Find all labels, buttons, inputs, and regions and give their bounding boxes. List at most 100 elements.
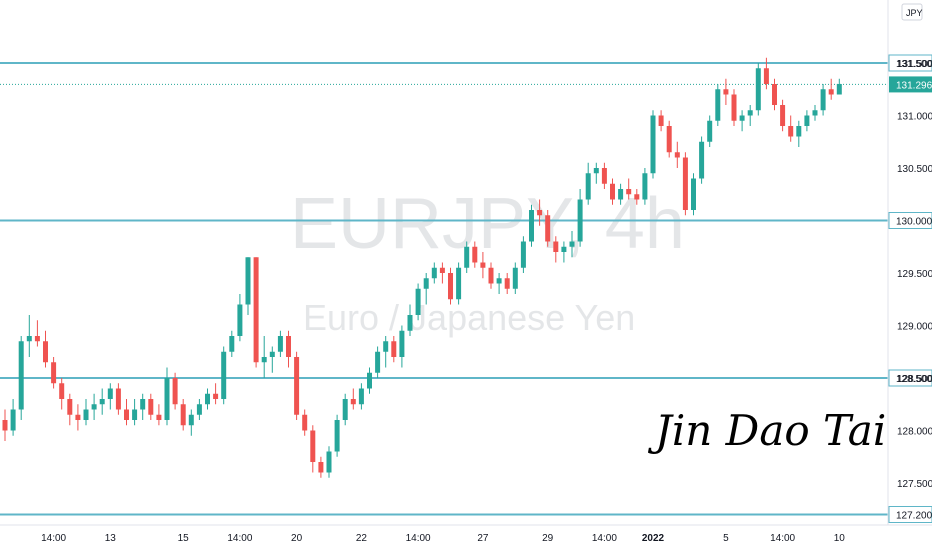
candle-body [59, 383, 65, 399]
candles [2, 57, 842, 478]
watermark-description: Euro / Japanese Yen [303, 297, 635, 338]
level-label-box [888, 54, 932, 72]
y-tick-label: 127.500 [897, 479, 932, 490]
last-price-label: 131.296 [896, 80, 932, 91]
candle-body [456, 267, 462, 300]
candle-body [545, 215, 551, 242]
candle-body [286, 336, 291, 357]
candle-body [148, 399, 154, 415]
candle-body [634, 194, 640, 200]
candle-body [431, 267, 437, 279]
candle-body [488, 267, 494, 284]
candle-body [326, 451, 332, 473]
y-tick-label: 131.000 [897, 112, 932, 123]
horizontal-levels [0, 62, 888, 516]
watermark-symbol: EURJPY, 4h [290, 184, 685, 264]
candle-body [755, 68, 761, 111]
candle-body [674, 152, 680, 158]
currency-badge[interactable]: JPY [901, 3, 923, 21]
candle-body [67, 399, 73, 415]
candle-body [302, 414, 308, 431]
candle-body [747, 110, 753, 116]
candle-body [828, 89, 834, 95]
level-label-box [888, 212, 932, 229]
candle-body [221, 351, 227, 399]
candle-body [83, 409, 89, 420]
candle-body [261, 357, 267, 363]
candle-body [593, 168, 599, 174]
x-tick-label: 22 [356, 533, 368, 544]
price-axis[interactable]: 131.500130.000128.500127.200131.500131.0… [888, 54, 932, 523]
candle-body [812, 110, 818, 116]
candle-body [415, 288, 421, 315]
candle-body [529, 210, 534, 242]
candle-body [43, 341, 48, 363]
candle-body [448, 273, 453, 300]
candle-body [520, 241, 526, 268]
x-tick-label: 13 [105, 533, 117, 544]
candle-body [277, 336, 283, 352]
candle-body [666, 126, 672, 153]
x-tick-label: 14:00 [406, 533, 431, 544]
x-tick-label: 14:00 [41, 533, 66, 544]
signature: Jin Dao Tai [647, 406, 886, 455]
candle-body [245, 257, 251, 305]
candle-body [237, 304, 243, 336]
candle-body [99, 399, 105, 405]
candle-body [820, 89, 826, 111]
candle-body [682, 157, 688, 210]
level-label-box [888, 506, 932, 523]
x-tick-label: 5 [723, 533, 729, 544]
time-axis[interactable]: 14:00 13 15 14:00 20 22 14:00 27 29 14:00 2022 5 14:… [41, 533, 845, 544]
candle-body [399, 330, 405, 357]
candle-body [496, 278, 502, 284]
candle-body [796, 126, 802, 137]
candle-body [164, 378, 170, 420]
candle-body [26, 336, 32, 342]
candle-body [480, 262, 486, 268]
candle-body [464, 246, 470, 268]
candle-body [132, 409, 138, 420]
candle-body [739, 115, 745, 121]
candle-body [577, 199, 583, 242]
candle-body [334, 420, 340, 452]
y-tick-label: 129.000 [897, 322, 932, 333]
candle-body [18, 341, 24, 410]
candle-body [156, 414, 162, 420]
candle-body [504, 278, 510, 289]
candle-body [358, 388, 364, 405]
candle-body [780, 105, 786, 126]
level-label: 127.200 [896, 511, 932, 522]
candle-body [229, 336, 235, 352]
y-tick-label: 128.000 [897, 427, 932, 438]
candle-body [715, 89, 721, 121]
x-tick-label: 2022 [642, 533, 665, 544]
candle-body [707, 120, 713, 142]
candle-body [196, 404, 202, 415]
candle-body [375, 351, 381, 373]
candle-body [658, 115, 664, 126]
x-tick-label: 14:00 [770, 533, 795, 544]
candle-body [553, 241, 559, 252]
y-tick-label: 131.500 [897, 59, 932, 70]
candle-body [391, 341, 397, 357]
x-tick-label: 10 [834, 533, 846, 544]
candle-body [269, 351, 275, 357]
currency-label: JPY [906, 8, 923, 18]
x-tick-label: 14:00 [592, 533, 617, 544]
y-tick-label: 130.500 [897, 164, 932, 175]
x-tick-label: 27 [477, 533, 489, 544]
candle-body [601, 168, 607, 184]
candle-body [342, 399, 348, 420]
x-tick-label: 15 [178, 533, 190, 544]
candle-body [650, 115, 656, 174]
x-tick-label: 20 [291, 533, 303, 544]
candle-body [561, 246, 567, 252]
candle-body [180, 404, 186, 426]
candle-body [383, 341, 389, 352]
candle-body [10, 409, 16, 431]
candle-body [772, 84, 777, 105]
candle-body [172, 378, 178, 405]
candle-body [124, 409, 129, 420]
